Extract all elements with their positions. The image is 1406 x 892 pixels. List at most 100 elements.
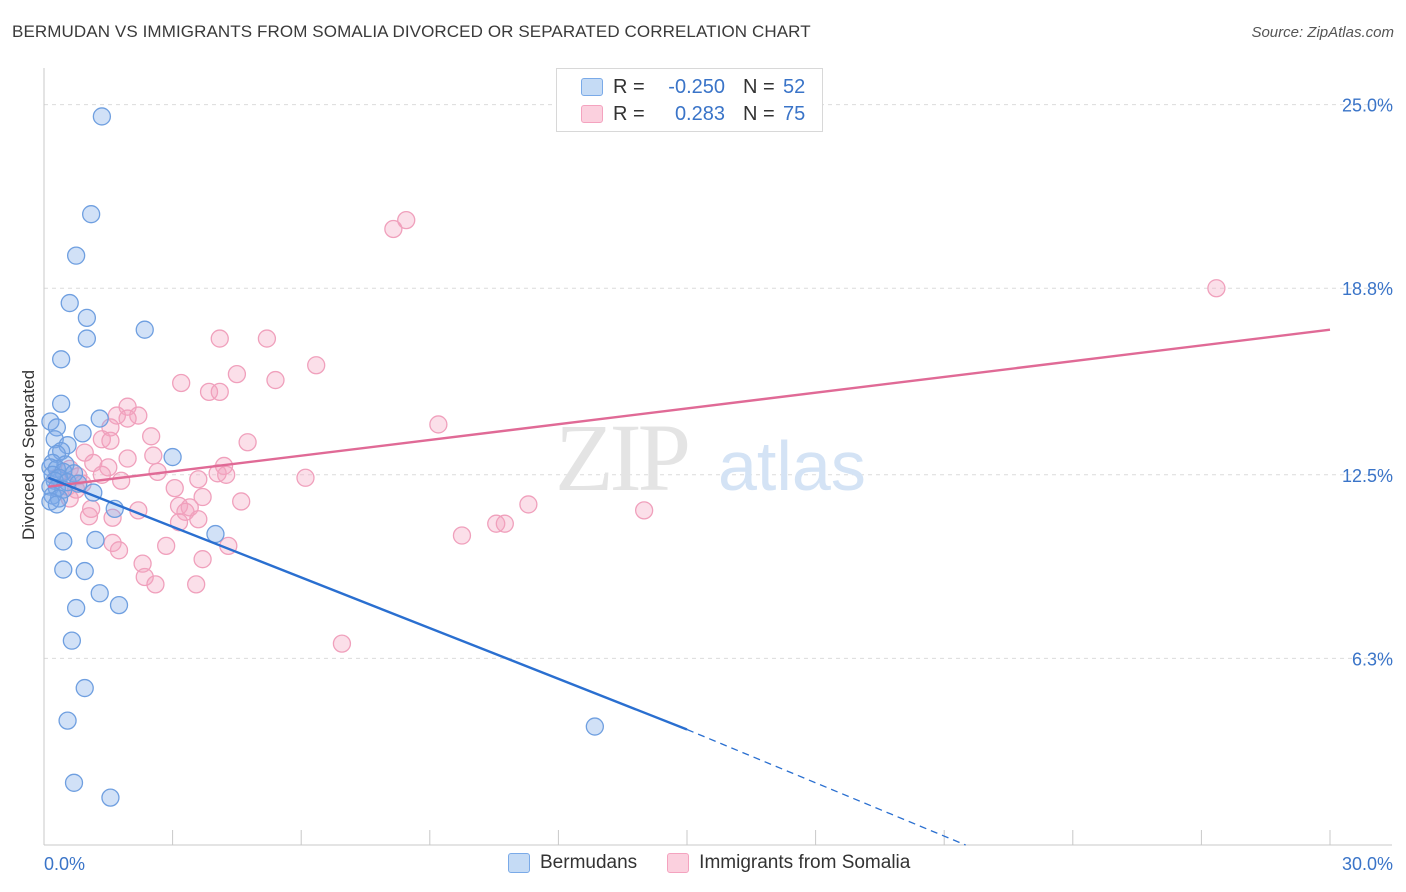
data-point-somalia	[332, 634, 352, 653]
data-point-somalia	[157, 536, 176, 556]
legend-n-value: 75	[783, 102, 806, 125]
data-point-somalia	[266, 370, 285, 390]
data-point-somalia	[227, 364, 247, 384]
data-point-bermudans	[77, 329, 97, 348]
watermark-atlas: atlas	[718, 427, 866, 505]
legend-label-bermudans: Bermudans	[540, 852, 638, 873]
data-point-bermudans	[90, 409, 109, 428]
data-point-somalia	[193, 487, 212, 507]
legend-item-bermudans: Bermudans	[508, 852, 637, 874]
data-point-somalia	[429, 415, 448, 434]
legend-r-label: R =	[613, 75, 645, 98]
trend-line-bermudans-extension	[686, 728, 966, 846]
data-point-bermudans	[60, 293, 79, 313]
data-point-bermudans	[101, 788, 120, 807]
series-bermudans	[41, 107, 604, 807]
legend-n-label: N =	[743, 102, 775, 125]
data-point-bermudans	[62, 631, 82, 650]
legend-swatch-blue	[581, 78, 603, 96]
data-point-bermudans	[585, 717, 604, 736]
y-tick-label: 12.5%	[1342, 466, 1393, 486]
series-legend: Bermudans Immigrants from Somalia	[508, 852, 940, 874]
y-tick-label: 6.3%	[1352, 649, 1393, 669]
data-point-somalia	[189, 470, 208, 489]
x-tick-label: 0.0%	[44, 854, 85, 874]
data-point-bermudans	[109, 595, 129, 615]
legend-r-value: -0.250	[668, 75, 725, 98]
source-label: Source: ZipAtlas.com	[1251, 24, 1394, 41]
data-point-somalia	[397, 210, 416, 230]
legend-r-label: R =	[613, 102, 645, 125]
data-point-bermudans	[47, 495, 67, 514]
legend-swatch-pink	[667, 853, 690, 873]
watermark: ZIP atlas	[555, 404, 866, 511]
data-point-somalia	[144, 446, 163, 465]
data-point-bermudans	[135, 320, 154, 339]
data-point-somalia	[172, 373, 191, 393]
data-point-somalia	[165, 478, 184, 498]
data-point-somalia	[112, 471, 131, 490]
y-tick-label: 25.0%	[1342, 96, 1393, 116]
legend-row-bermudans: R = -0.250 N = 52	[581, 75, 805, 99]
data-point-somalia	[634, 501, 654, 520]
data-point-somalia	[187, 575, 206, 594]
legend-item-somalia: Immigrants from Somalia	[667, 852, 910, 874]
data-point-bermudans	[54, 560, 73, 579]
data-point-somalia	[519, 495, 538, 514]
tick-labels: 6.3% 12.5% 18.8% 25.0% 0.0% 30.0%	[44, 96, 1393, 874]
data-point-bermudans	[51, 350, 71, 369]
data-point-somalia	[129, 406, 148, 425]
data-point-somalia	[146, 575, 165, 594]
y-axis-label: Divorced or Separated	[19, 370, 38, 540]
data-point-somalia	[495, 514, 514, 533]
legend-n-value: 52	[783, 75, 806, 98]
trend-lines	[47, 328, 1331, 846]
data-point-bermudans	[163, 447, 182, 467]
data-point-bermudans	[67, 246, 86, 265]
data-point-somalia	[101, 431, 120, 450]
legend-label-somalia: Immigrants from Somalia	[699, 852, 911, 873]
data-point-somalia	[257, 329, 277, 348]
data-point-bermudans	[64, 773, 84, 792]
data-point-bermudans	[77, 308, 97, 327]
data-point-somalia	[210, 329, 229, 348]
data-point-somalia	[199, 382, 219, 402]
data-point-bermudans	[51, 394, 71, 413]
data-point-somalia	[296, 468, 315, 487]
data-point-somalia	[118, 449, 137, 468]
chart-title: BERMUDAN VS IMMIGRANTS FROM SOMALIA DIVO…	[12, 22, 811, 41]
data-point-bermudans	[75, 678, 94, 698]
data-point-bermudans	[82, 205, 101, 224]
data-point-somalia	[232, 492, 251, 511]
data-point-somalia	[133, 554, 152, 573]
axes	[43, 68, 1392, 846]
gridlines	[44, 104, 1392, 659]
trend-line-somalia	[48, 328, 1331, 488]
watermark-zip: ZIP	[555, 404, 688, 511]
legend-swatch-pink	[581, 105, 603, 123]
data-point-somalia	[384, 219, 403, 239]
data-point-bermudans	[92, 107, 112, 126]
trend-line-bermudans	[47, 476, 688, 731]
legend-row-somalia: R = 0.283 N = 75	[581, 102, 805, 126]
legend-swatch-blue	[508, 853, 530, 873]
data-point-bermudans	[54, 532, 73, 551]
legend-r-value: 0.283	[674, 102, 725, 125]
data-point-somalia	[142, 427, 161, 446]
data-point-somalia	[210, 382, 229, 402]
x-tick-label: 30.0%	[1342, 854, 1393, 874]
correlation-legend: R = -0.250 N = 52 R = 0.283 N = 75	[556, 68, 823, 132]
data-point-bermudans	[90, 584, 109, 603]
data-point-bermudans	[75, 561, 94, 581]
data-point-bermudans	[67, 598, 86, 618]
data-point-somalia	[307, 356, 326, 375]
data-point-somalia	[189, 510, 208, 529]
data-point-bermudans	[73, 424, 92, 443]
data-point-somalia	[118, 409, 137, 428]
data-point-bermudans	[86, 530, 105, 550]
data-point-somalia	[1207, 279, 1226, 298]
data-point-somalia	[79, 507, 99, 526]
data-point-somalia	[109, 541, 129, 560]
data-point-somalia	[99, 458, 118, 477]
